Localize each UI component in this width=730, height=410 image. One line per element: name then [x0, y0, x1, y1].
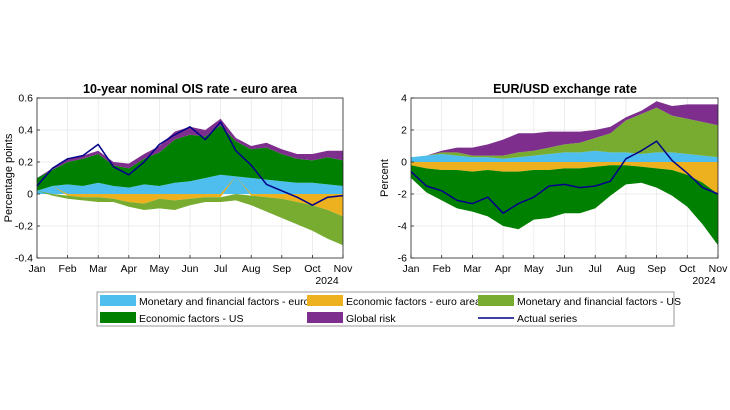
eurusd-x-tick-label: Mar	[463, 263, 482, 275]
eurusd-x-tick-label: Sep	[647, 263, 666, 275]
legend-swatch-mf-us	[478, 295, 514, 306]
eurusd-area-ec-ea	[411, 162, 718, 194]
ois-rate-panel: 10-year nominal OIS rate - euro area Per…	[3, 82, 353, 287]
eurusd-y-tick-label: 2	[401, 125, 407, 137]
eurusd-y-tick-label: 0	[401, 157, 407, 169]
eurusd-panel: EUR/USD exchange rate Percent 2024 -6-4-…	[379, 82, 728, 287]
ois-y-tick-label: -0.2	[15, 221, 33, 233]
ois-y-tick-label: 0.2	[18, 157, 33, 169]
eurusd-area-gr	[411, 101, 718, 158]
legend-box	[96, 291, 675, 327]
ois-x-tick-label: Apr	[121, 263, 138, 275]
eurusd-x-tick-label: Nov	[709, 263, 728, 275]
legend-item-ec-us: Economic factors - US	[100, 312, 243, 325]
legend-item-ec-ea: Economic factors - euro area	[307, 295, 481, 308]
eurusd-x-tick-label: Apr	[495, 263, 512, 275]
eurusd-x-tick-label: May	[524, 263, 545, 275]
ois-year-label: 2024	[315, 275, 339, 287]
eurusd-x-tick-label: Jan	[403, 263, 420, 275]
ois-x-tick-label: Oct	[304, 263, 320, 275]
legend: Monetary and financial factors - euro ar…	[96, 291, 681, 327]
ois-y-axis-label: Percentage points	[3, 133, 15, 222]
legend-item-global-risk: Global risk	[307, 312, 396, 325]
eurusd-area-ec-us	[411, 165, 718, 246]
legend-item-mf-ea: Monetary and financial factors - euro ar…	[100, 295, 334, 308]
legend-label-mf-ea: Monetary and financial factors - euro ar…	[139, 296, 334, 308]
eurusd-plot-area: -6 -4 -2 0 2 4 Jan Feb Mar Apr May Jun Jul Aug Sep Oct N…	[398, 93, 728, 276]
ois-x-tick-label: Feb	[59, 263, 77, 275]
eurusd-chart-title: EUR/USD exchange rate	[493, 82, 637, 96]
ois-area-ec-ea	[37, 176, 343, 217]
ois-x-tick-label: Jan	[29, 263, 46, 275]
eurusd-x-tick-label: Aug	[617, 263, 636, 275]
legend-swatch-global-risk	[307, 312, 343, 323]
eurusd-actual-series-line	[410, 140, 719, 214]
legend-swatch-mf-ea	[100, 295, 136, 306]
eurusd-y-tick-label: -6	[398, 253, 407, 265]
eurusd-y-tick-label: -2	[398, 189, 407, 201]
legend-item-actual: Actual series	[478, 313, 577, 325]
legend-label-global-risk: Global risk	[346, 313, 396, 325]
legend-swatch-ec-ea	[307, 295, 343, 306]
ois-chart-title: 10-year nominal OIS rate - euro area	[83, 82, 298, 96]
eurusd-y-tick-label: -4	[398, 221, 407, 233]
eurusd-area-mf-ea	[411, 150, 718, 162]
legend-label-mf-us: Monetary and financial factors - US	[517, 296, 681, 308]
legend-label-ec-ea: Economic factors - euro area	[346, 296, 481, 308]
ois-y-tick-label: 0	[27, 189, 33, 201]
ois-x-tick-label: Jun	[182, 263, 199, 275]
eurusd-x-tick-label: Jul	[588, 263, 601, 275]
eurusd-x-tick-label: Feb	[433, 263, 451, 275]
ois-x-tick-label: Aug	[242, 263, 261, 275]
eurusd-area-mf-us	[411, 107, 718, 159]
ois-plot-area: -0.4 -0.2 0 0.2 0.4 0.6 Jan Feb Mar Apr May Jun Jul A…	[15, 93, 353, 276]
ois-x-tick-label: Nov	[334, 263, 353, 275]
ois-x-tick-label: Jul	[214, 263, 227, 275]
eurusd-y-tick-label: 4	[401, 93, 407, 105]
legend-label-actual: Actual series	[517, 313, 577, 325]
ois-y-tick-label: 0.6	[18, 93, 33, 105]
ois-x-tick-label: May	[149, 263, 170, 275]
eurusd-y-axis-label: Percent	[379, 159, 391, 197]
legend-item-mf-us: Monetary and financial factors - US	[478, 295, 681, 308]
eurusd-x-tick-label: Jun	[556, 263, 573, 275]
ois-x-tick-label: Mar	[89, 263, 108, 275]
ois-x-tick-label: Sep	[272, 263, 291, 275]
ois-area-gr	[37, 118, 343, 178]
ois-area-mf-us	[37, 190, 343, 246]
eurusd-year-label: 2024	[692, 275, 716, 287]
ois-y-tick-label: -0.4	[15, 253, 33, 265]
legend-swatch-ec-us	[100, 312, 136, 323]
ois-y-tick-label: 0.4	[18, 125, 33, 137]
ois-area-ec-us	[37, 125, 343, 191]
eurusd-x-tick-label: Oct	[679, 263, 695, 275]
ois-actual-series-line	[36, 121, 344, 206]
legend-label-ec-us: Economic factors - US	[139, 313, 243, 325]
